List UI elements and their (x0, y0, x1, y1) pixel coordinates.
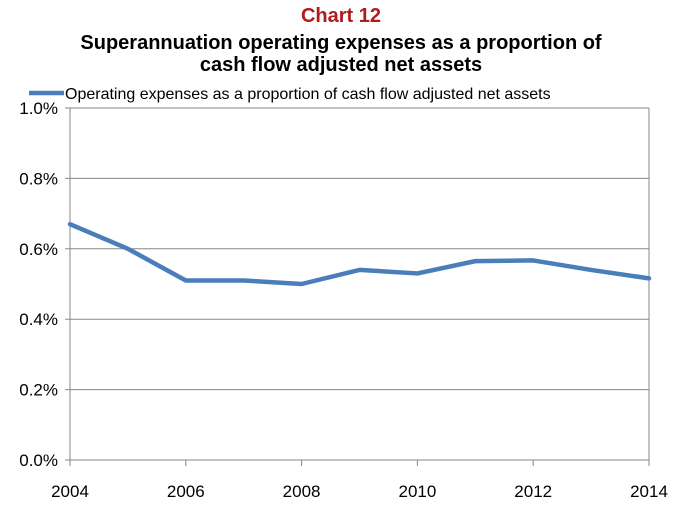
y-tick-label: 1.0% (19, 99, 58, 118)
x-tick-label: 2006 (167, 482, 205, 501)
x-tick-label: 2012 (514, 482, 552, 501)
x-tick-label: 2010 (398, 482, 436, 501)
chart-title-line-1: Superannuation operating expenses as a p… (80, 32, 602, 54)
y-tick-label: 0.6% (19, 240, 58, 259)
legend-label: Operating expenses as a proportion of ca… (65, 86, 551, 103)
x-tick-label: 2008 (283, 482, 321, 501)
series-line (67, 221, 652, 287)
chart-number: Chart 12 (300, 5, 382, 27)
chart-title: Superannuation operating expenses as a p… (20, 32, 662, 76)
y-tick-label: 0.0% (19, 451, 58, 470)
y-tick-label: 0.4% (19, 310, 58, 329)
y-tick-label: 0.2% (19, 381, 58, 400)
y-tick-label: 0.8% (19, 169, 58, 188)
chart-title-line-2: cash flow adjusted net assets (199, 54, 483, 76)
x-tick-label: 2004 (51, 482, 89, 501)
x-tick-label: 2014 (630, 482, 668, 501)
